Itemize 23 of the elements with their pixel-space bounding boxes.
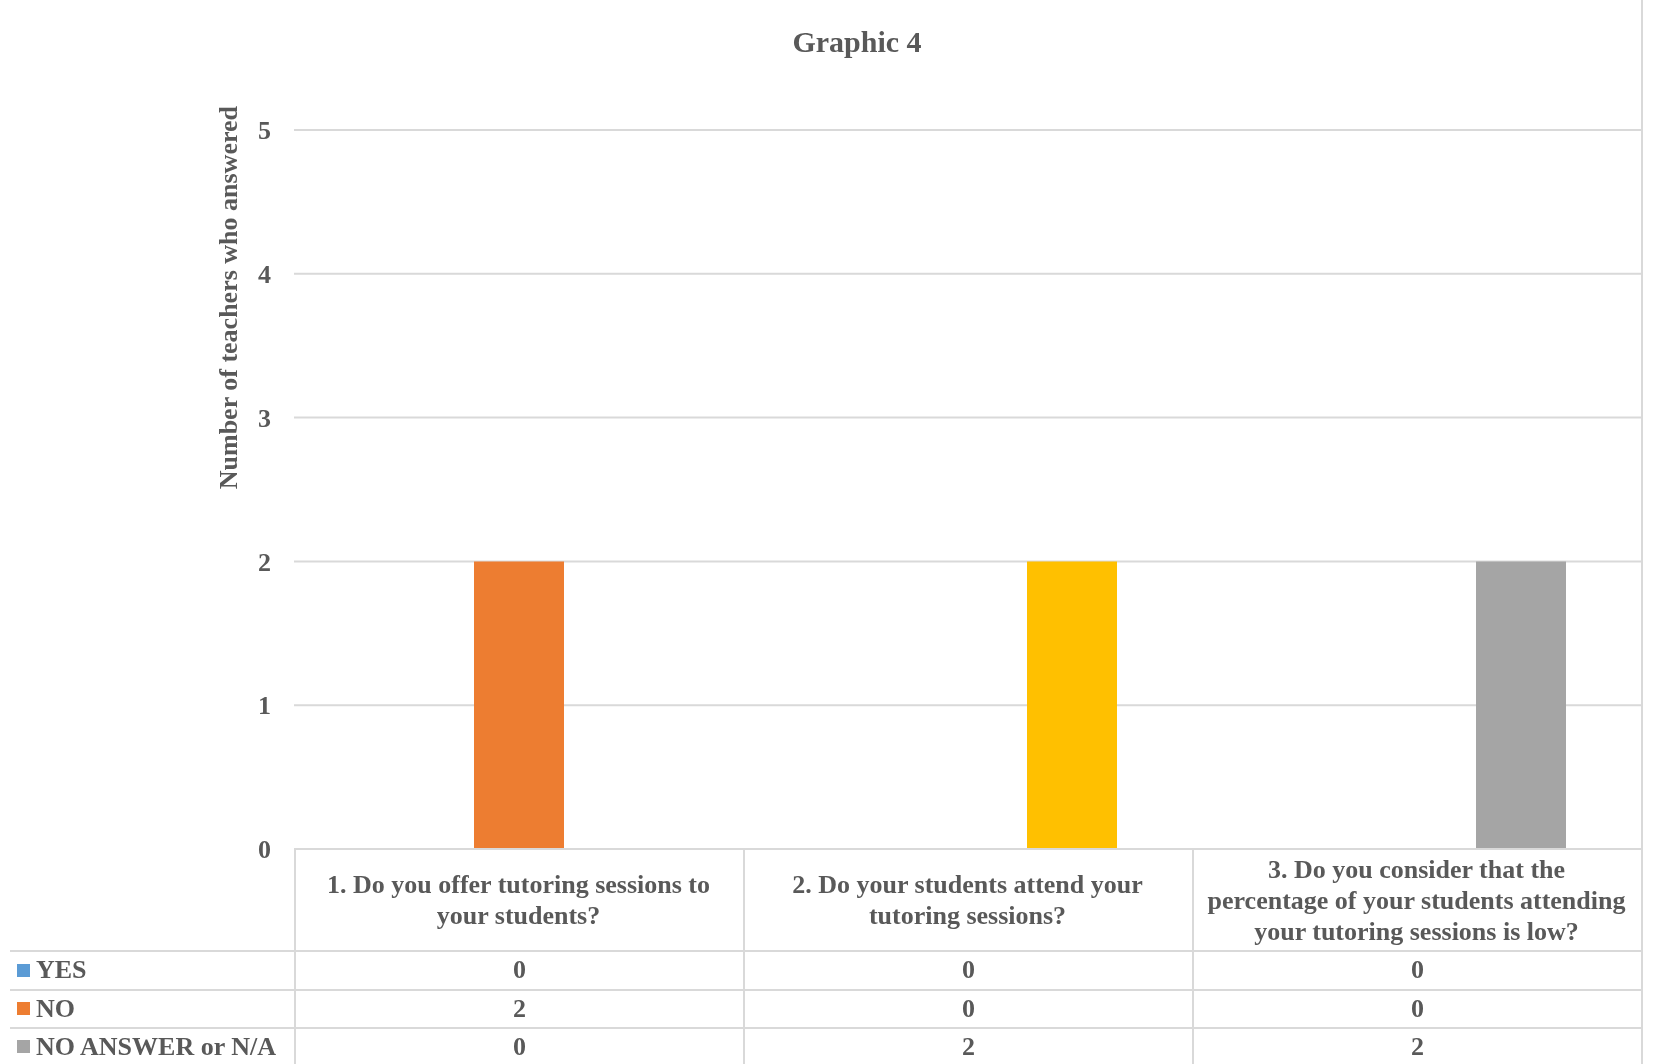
x-tick-label: 2. Do your students attend your tutoring sessions? bbox=[792, 870, 1143, 931]
data-label: 0 bbox=[513, 955, 526, 986]
y-tick-label: 5 bbox=[258, 116, 271, 146]
data-label: 0 bbox=[1411, 993, 1424, 1024]
data-label: 0 bbox=[962, 955, 975, 986]
data-label: 2 bbox=[962, 1031, 975, 1062]
data-label: 2 bbox=[513, 993, 526, 1024]
x-tick-label: 3. Do you consider that the percentage of your students attending your tutoring sessions is low? bbox=[1207, 854, 1626, 946]
y-tick-label: 3 bbox=[258, 403, 271, 433]
y-tick-label: 1 bbox=[258, 691, 271, 721]
legend-label: YES bbox=[36, 955, 87, 986]
x-tick-label: 1. Do you offer tutoring sessions to your students? bbox=[326, 870, 711, 931]
data-label: 2 bbox=[1411, 1031, 1424, 1062]
y-axis-title: Number of teachers who answered bbox=[214, 106, 244, 490]
y-tick-label: 0 bbox=[258, 835, 271, 865]
legend-label: NO bbox=[36, 993, 75, 1024]
data-label: 0 bbox=[513, 1031, 526, 1062]
chart-title: Graphic 4 bbox=[792, 24, 922, 60]
data-label: 0 bbox=[962, 993, 975, 1024]
y-tick-label: 2 bbox=[258, 547, 271, 577]
y-tick-label: 4 bbox=[258, 260, 271, 290]
legend-label: NO ANSWER or N/A bbox=[36, 1031, 277, 1062]
data-label: 0 bbox=[1411, 955, 1424, 986]
